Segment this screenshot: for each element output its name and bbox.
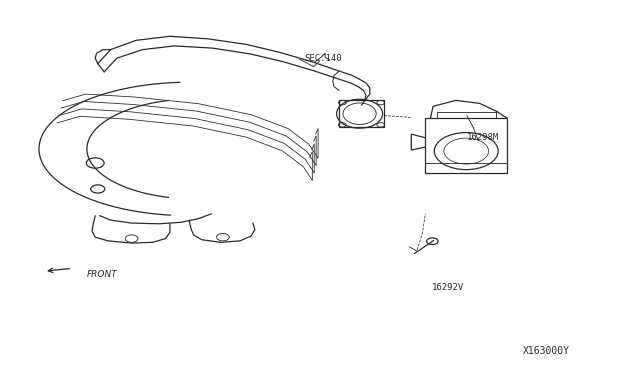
Text: FRONT: FRONT [87, 270, 118, 279]
Text: SEC.140: SEC.140 [305, 54, 342, 62]
Text: 16292V: 16292V [431, 283, 464, 292]
Text: 16298M: 16298M [467, 133, 499, 142]
Text: X163000Y: X163000Y [524, 346, 570, 356]
